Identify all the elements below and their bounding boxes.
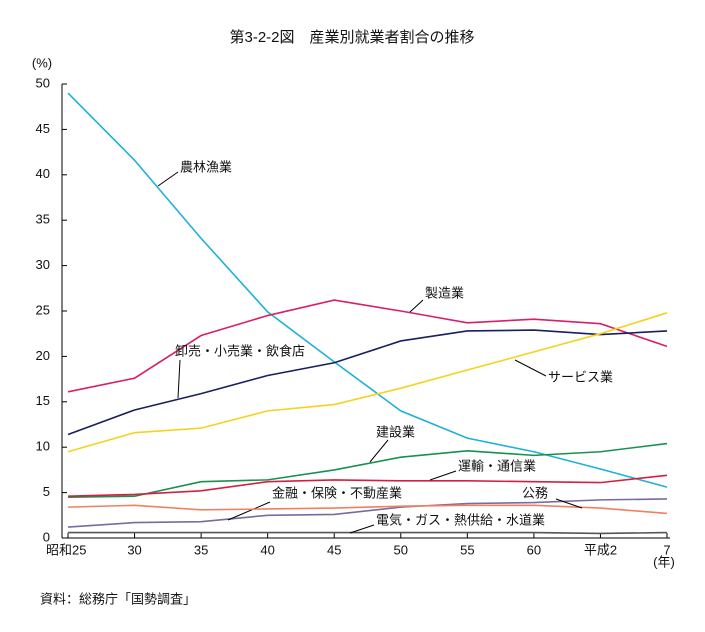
series-label: 運輸・通信業 [458,458,536,473]
x-tick-label: 50 [394,542,408,557]
y-tick-label: 0 [43,529,50,544]
y-tick-label: 30 [36,257,50,272]
y-tick-label: 5 [43,484,50,499]
series-line [67,504,668,515]
leader-line [157,171,179,187]
series-label: 金融・保険・不動産業 [272,485,402,500]
leader-line [349,524,375,534]
leader-line [177,359,181,399]
series-label: 農林漁業 [180,159,232,174]
leader-line [409,299,424,313]
x-tick-label: 平成2 [584,542,617,557]
leader-line [369,439,389,463]
series-line [67,329,668,436]
x-tick-label: 30 [127,542,141,557]
y-tick-label: 40 [36,166,50,181]
y-tick-label: 45 [36,121,50,136]
series-label: 電気・ガス・熱供給・水道業 [376,512,545,527]
series-label: 公務 [522,485,548,500]
series-label: 製造業 [425,285,464,300]
y-tick-label: 25 [36,302,50,317]
chart-title: 第3-2-2図 産業別就業者割合の推移 [229,28,474,46]
leader-line [514,359,547,377]
x-unit: (年) [653,554,675,569]
x-tick-label: 35 [194,542,208,557]
series-line [67,498,668,528]
series-line [67,312,668,453]
x-tick-label: 7 [663,542,670,557]
x-tick-label: 40 [260,542,274,557]
series-line [67,474,668,498]
series-label: サービス業 [548,369,613,384]
series-line [67,299,668,393]
series-label: 建設業 [376,424,415,439]
y-tick-label: 20 [36,348,50,363]
y-tick-label: 35 [36,212,50,227]
x-tick-label: 45 [327,542,341,557]
series-line [67,442,668,498]
y-tick-label: 15 [36,393,50,408]
x-tick-label: 60 [527,542,541,557]
leader-line [555,498,583,509]
leader-line [429,470,457,481]
series-label: 卸売・小売業・飲食店 [175,343,305,358]
leader-line [227,501,271,521]
series-line [68,531,668,535]
x-tick-label: 昭和25 [46,542,86,557]
source: 資料：総務庁「国勢調査」 [40,591,196,606]
y-tick-label: 10 [36,439,50,454]
series-line [67,92,668,488]
y-tick-label: 50 [36,75,50,90]
x-tick-label: 55 [460,542,474,557]
y-unit: (%) [32,55,52,70]
